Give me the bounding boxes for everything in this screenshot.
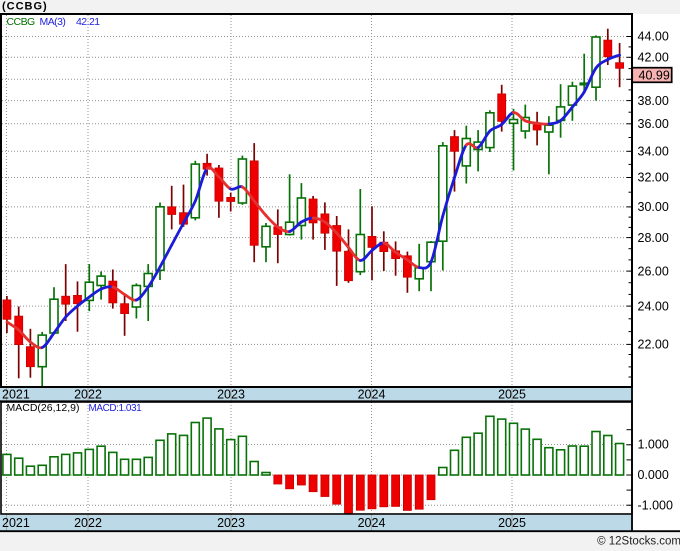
svg-text:2022: 2022	[74, 388, 102, 402]
svg-text:42.21: 42.21	[76, 16, 100, 28]
svg-text:34.00: 34.00	[638, 145, 669, 159]
svg-text:42.00: 42.00	[638, 51, 669, 65]
svg-text:(CCBG): (CCBG)	[2, 1, 48, 13]
svg-text:-1.000: -1.000	[638, 498, 673, 512]
svg-text:2023: 2023	[217, 388, 245, 402]
svg-text:© 12Stocks.com: © 12Stocks.com	[597, 536, 680, 547]
svg-text:2025: 2025	[498, 516, 526, 530]
svg-text:MA(3): MA(3)	[40, 16, 66, 28]
svg-text:CCBG: CCBG	[7, 16, 36, 28]
svg-text:1.000: 1.000	[638, 438, 669, 452]
svg-text:2022: 2022	[74, 516, 102, 530]
svg-text:40.99: 40.99	[639, 68, 670, 82]
svg-text:2025: 2025	[498, 388, 526, 402]
svg-text:2021: 2021	[2, 388, 30, 402]
svg-text:22.00: 22.00	[638, 338, 669, 352]
svg-text:2023: 2023	[217, 516, 245, 530]
svg-text:2021: 2021	[2, 516, 30, 530]
svg-text:44.00: 44.00	[638, 30, 669, 44]
svg-text:0.000: 0.000	[638, 468, 669, 482]
svg-text:32.00: 32.00	[638, 171, 669, 185]
svg-text:2024: 2024	[358, 516, 386, 530]
svg-text:24.00: 24.00	[638, 299, 669, 313]
svg-text:MACD:1.031: MACD:1.031	[89, 403, 143, 414]
svg-text:MACD(26,12,9): MACD(26,12,9)	[7, 402, 80, 414]
svg-text:30.00: 30.00	[638, 200, 669, 214]
svg-text:28.00: 28.00	[638, 231, 669, 245]
svg-text:36.00: 36.00	[638, 117, 669, 131]
svg-text:2024: 2024	[358, 388, 386, 402]
svg-text:38.00: 38.00	[638, 94, 669, 108]
svg-text:26.00: 26.00	[638, 264, 669, 278]
